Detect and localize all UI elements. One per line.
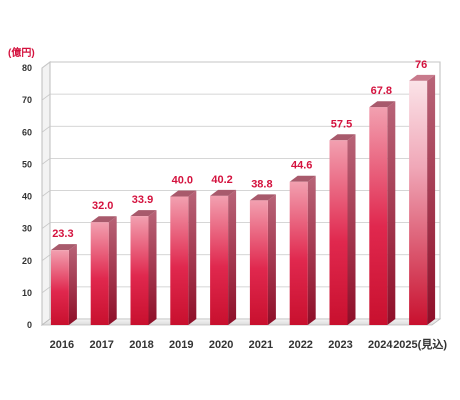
x-tick-label: 2024 <box>368 339 393 351</box>
bar-side <box>267 194 276 325</box>
bar-front <box>170 196 189 325</box>
data-label: 76 <box>415 59 427 71</box>
bar-top <box>249 194 276 201</box>
bar <box>90 216 117 325</box>
y-unit-label: (億円) <box>8 46 35 59</box>
y-tick-label: 30 <box>22 224 32 234</box>
bar <box>249 194 276 325</box>
bar-top <box>409 74 436 81</box>
gridline <box>41 93 440 101</box>
x-tick-label: 2021 <box>249 339 273 351</box>
bar-side <box>427 74 436 325</box>
bar <box>289 175 316 325</box>
bar <box>369 101 396 325</box>
bar-front <box>130 216 149 325</box>
bar-side <box>347 134 356 325</box>
data-label: 44.6 <box>291 160 312 172</box>
bar <box>210 189 237 325</box>
bar <box>50 244 77 325</box>
bar-top <box>369 101 396 108</box>
x-tick-label: 2020 <box>209 339 233 351</box>
data-label: 57.5 <box>331 118 352 130</box>
data-label: 23.3 <box>52 228 73 240</box>
bar <box>170 190 197 325</box>
bar-front <box>409 80 428 325</box>
bar-front <box>50 250 69 325</box>
data-label: 67.8 <box>371 85 392 97</box>
gridline <box>41 61 440 69</box>
bar-side <box>108 216 117 325</box>
y-tick-label: 60 <box>22 127 32 137</box>
x-tick-label: 2018 <box>129 339 153 351</box>
bar <box>130 210 157 325</box>
bar-side <box>148 210 157 325</box>
bar-top <box>50 244 77 251</box>
data-label: 38.8 <box>251 178 272 190</box>
x-tick-label: 2019 <box>169 339 193 351</box>
bar-side <box>68 244 77 325</box>
bar-top <box>130 210 157 217</box>
bar-side <box>307 175 316 325</box>
bar-top <box>329 134 356 141</box>
y-tick-label: 70 <box>22 95 32 105</box>
y-tick-label: 80 <box>22 63 32 73</box>
bar-top <box>289 175 316 182</box>
bar-top <box>210 189 237 196</box>
bar-front <box>90 222 109 325</box>
data-label: 40.2 <box>211 174 232 186</box>
gridline <box>41 157 440 165</box>
y-tick-label: 40 <box>22 192 32 202</box>
data-label: 40.0 <box>172 175 193 187</box>
bar-front <box>249 200 268 325</box>
y-tick-label: 0 <box>27 320 32 330</box>
x-tick-label: 2025(見込) <box>393 337 447 351</box>
bar-front <box>329 140 348 325</box>
bar-front <box>289 181 308 325</box>
x-tick-label: 2022 <box>288 339 312 351</box>
x-tick-label: 2023 <box>328 339 352 351</box>
bar <box>329 134 356 325</box>
bar <box>409 74 436 325</box>
x-tick-label: 2016 <box>50 339 74 351</box>
gridline <box>41 125 440 133</box>
data-label: 32.0 <box>92 200 113 212</box>
bar-front <box>369 107 388 325</box>
y-tick-label: 50 <box>22 159 32 169</box>
y-tick-label: 10 <box>22 288 32 298</box>
bar-side <box>188 190 197 325</box>
bar-top <box>170 190 197 197</box>
y-tick-label: 20 <box>22 256 32 266</box>
bar-top <box>90 216 117 223</box>
bar-side <box>387 101 396 325</box>
data-label: 33.9 <box>132 194 153 206</box>
bar-side <box>228 189 237 325</box>
bar-front <box>210 195 229 325</box>
x-tick-label: 2017 <box>89 339 113 351</box>
